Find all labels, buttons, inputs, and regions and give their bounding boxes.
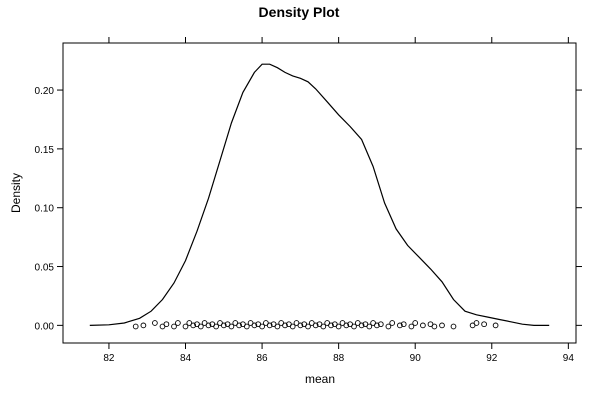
- rug-point: [335, 323, 342, 330]
- rug-point: [431, 323, 438, 330]
- rug-point: [351, 323, 357, 330]
- rug-point: [492, 322, 499, 329]
- rug-point: [132, 323, 139, 330]
- rug-point: [274, 323, 281, 330]
- rug-point: [450, 323, 457, 330]
- rug-point: [205, 322, 212, 329]
- rug-point: [320, 323, 327, 330]
- x-tick-label: 82: [103, 353, 115, 364]
- rug-point: [213, 323, 219, 330]
- plot-frame: [62, 42, 577, 344]
- rug-point: [152, 320, 158, 326]
- y-tick-label: 0.00: [35, 321, 55, 332]
- rug-point: [400, 321, 407, 328]
- density-curve: [89, 63, 550, 326]
- rug-point: [228, 323, 235, 330]
- rug-point: [305, 323, 311, 330]
- rug-point: [312, 322, 319, 329]
- x-tick-label: 88: [333, 353, 345, 364]
- rug-point: [412, 320, 419, 326]
- rug-point: [220, 322, 227, 329]
- rug-point: [481, 321, 487, 328]
- y-tick-label: 0.05: [35, 263, 55, 274]
- rug-point: [358, 322, 365, 329]
- rug-point: [197, 323, 204, 330]
- chart-title: Density Plot: [259, 4, 340, 20]
- rug-point: [236, 322, 242, 329]
- rug-point: [190, 322, 197, 329]
- rug-point: [266, 322, 273, 329]
- rug-point: [366, 323, 373, 330]
- rug-point: [182, 323, 189, 330]
- rug-point: [439, 322, 445, 329]
- x-axis: 82 84 86 88 90 92 94: [103, 37, 574, 364]
- rug-point: [171, 323, 177, 330]
- rug-point: [397, 322, 403, 329]
- x-axis-label: mean: [305, 372, 335, 386]
- y-tick-label: 0.20: [35, 86, 55, 97]
- rug-point: [328, 322, 334, 329]
- x-tick-label: 84: [180, 353, 192, 364]
- rug-point: [389, 320, 396, 326]
- rug-point: [259, 323, 265, 330]
- rug-point: [377, 321, 384, 328]
- x-tick-label: 86: [257, 353, 269, 364]
- rug-point: [282, 322, 288, 329]
- y-tick-label: 0.15: [35, 145, 55, 156]
- rug-point: [289, 323, 296, 330]
- rug-point: [374, 322, 380, 329]
- y-axis: 0.00 0.05 0.10 0.15 0.20: [35, 86, 582, 332]
- rug-points: [132, 320, 499, 330]
- rug-point: [343, 322, 350, 329]
- rug-point: [251, 322, 258, 329]
- y-tick-label: 0.10: [35, 204, 55, 215]
- rug-point: [297, 322, 304, 329]
- y-axis-label: Density: [9, 173, 23, 213]
- rug-point: [163, 321, 170, 328]
- rug-point: [473, 320, 480, 326]
- x-tick-label: 90: [410, 353, 422, 364]
- rug-point: [408, 323, 415, 330]
- x-tick-label: 94: [563, 353, 575, 364]
- rug-point: [420, 322, 426, 329]
- x-tick-label: 92: [486, 353, 498, 364]
- rug-point: [243, 323, 250, 330]
- rug-point: [175, 320, 181, 326]
- rug-point: [140, 322, 147, 329]
- rug-point: [385, 323, 392, 330]
